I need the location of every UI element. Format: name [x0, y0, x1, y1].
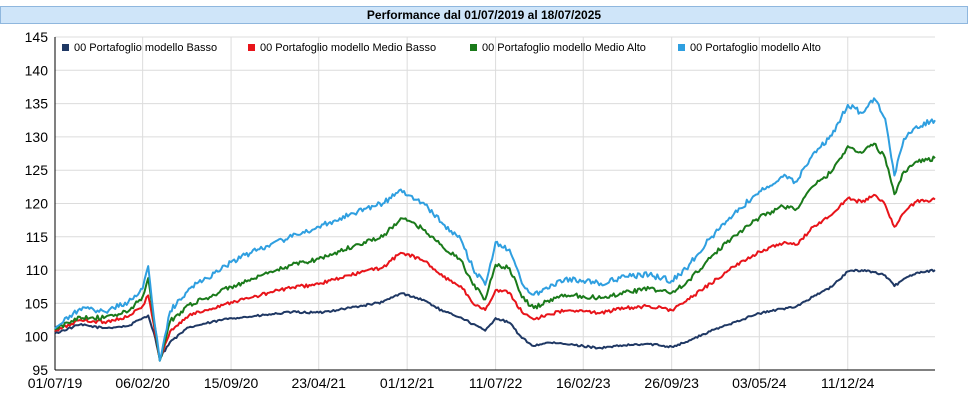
legend-label: 00 Portafoglio modello Medio Basso	[260, 42, 436, 54]
series-line	[54, 142, 936, 362]
y-tick-label: 105	[25, 295, 49, 311]
legend-label: 00 Portafoglio modello Alto	[690, 42, 821, 54]
x-tick-label: 11/07/22	[469, 375, 523, 391]
legend-label: 00 Portafoglio modello Basso	[74, 42, 217, 54]
y-tick-label: 125	[25, 162, 49, 178]
x-tick-label: 23/04/21	[291, 375, 346, 391]
x-tick-label: 01/12/21	[380, 375, 435, 391]
y-tick-label: 140	[25, 62, 49, 78]
series-line	[54, 97, 936, 362]
x-tick-label: 15/09/20	[204, 375, 259, 391]
legend-swatch	[678, 44, 685, 51]
x-tick-label: 11/12/24	[821, 375, 875, 391]
chart-title-bar: Performance dal 01/07/2019 al 18/07/2025	[0, 6, 968, 24]
y-tick-label: 145	[25, 29, 49, 45]
x-tick-label: 03/05/24	[732, 375, 787, 391]
y-tick-label: 115	[26, 229, 49, 245]
legend-swatch	[470, 44, 477, 51]
series-line	[54, 193, 936, 361]
chart-title: Performance dal 01/07/2019 al 18/07/2025	[366, 8, 602, 22]
legend-swatch	[248, 44, 255, 51]
y-tick-label: 135	[25, 96, 49, 112]
x-tick-label: 01/07/19	[28, 375, 83, 391]
series-line	[54, 268, 936, 359]
y-tick-label: 95	[32, 362, 48, 378]
x-tick-label: 26/09/23	[644, 375, 699, 391]
legend-swatch	[62, 44, 69, 51]
y-tick-label: 120	[25, 196, 49, 212]
x-tick-label: 16/02/23	[556, 375, 611, 391]
y-tick-label: 130	[25, 129, 49, 145]
x-tick-label: 06/02/20	[115, 375, 170, 391]
y-tick-label: 100	[25, 329, 49, 345]
legend-label: 00 Portafoglio modello Medio Alto	[482, 42, 646, 54]
y-tick-label: 110	[26, 262, 49, 278]
